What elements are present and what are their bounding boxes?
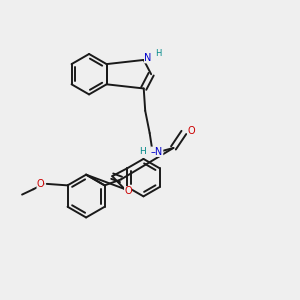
- Text: O: O: [37, 179, 44, 189]
- Text: O: O: [188, 126, 195, 136]
- Text: N: N: [145, 53, 152, 63]
- Text: –N: –N: [151, 147, 163, 157]
- Text: H: H: [155, 50, 161, 58]
- Text: H: H: [140, 147, 146, 156]
- Text: O: O: [124, 186, 132, 196]
